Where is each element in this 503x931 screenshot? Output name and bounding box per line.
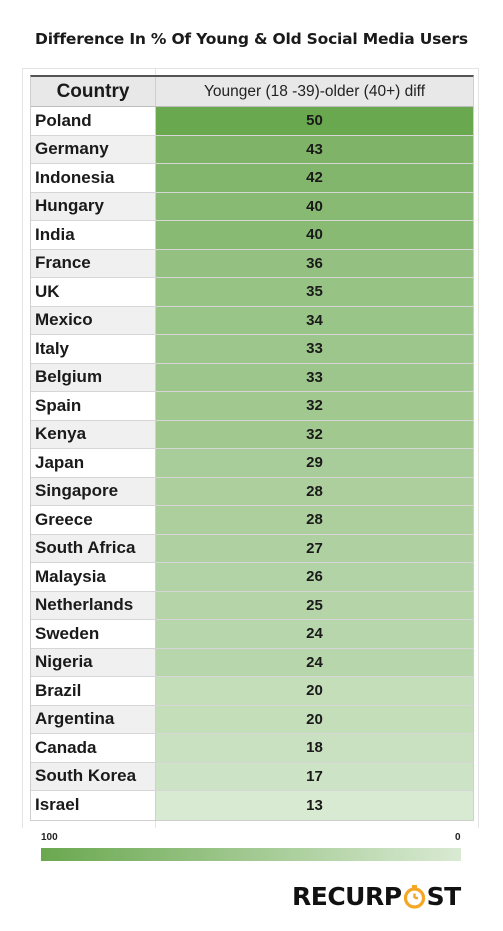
difference-cell: 17 <box>156 762 473 790</box>
table-header: Country Younger (18 -39)-older (40+) dif… <box>31 77 473 107</box>
difference-cell: 33 <box>156 335 473 363</box>
scale-min-label: 0 <box>455 832 461 843</box>
country-cell: Kenya <box>31 420 156 448</box>
country-cell: Netherlands <box>31 591 156 619</box>
table-row: India 40 <box>31 221 473 250</box>
recurpost-logo: RECURP ST <box>292 882 461 911</box>
country-cell: Mexico <box>31 306 156 334</box>
table-row: Singapore 28 <box>31 477 473 506</box>
difference-cell: 20 <box>156 677 473 705</box>
table-row: Indonesia 42 <box>31 164 473 193</box>
difference-cell: 26 <box>156 563 473 591</box>
table-row: South Africa 27 <box>31 534 473 563</box>
difference-cell: 28 <box>156 477 473 505</box>
data-table: Country Younger (18 -39)-older (40+) dif… <box>30 75 474 821</box>
difference-cell: 24 <box>156 648 473 676</box>
grid-line <box>478 68 479 828</box>
table-row: Belgium 33 <box>31 363 473 392</box>
country-cell: Brazil <box>31 677 156 705</box>
difference-cell: 32 <box>156 420 473 448</box>
country-cell: Germany <box>31 135 156 163</box>
difference-cell: 27 <box>156 534 473 562</box>
table-row: Argentina 20 <box>31 705 473 734</box>
difference-cell: 36 <box>156 249 473 277</box>
scale-max-label: 100 <box>41 832 58 843</box>
table-row: Netherlands 25 <box>31 591 473 620</box>
difference-cell: 18 <box>156 734 473 762</box>
grid-line <box>22 68 478 69</box>
column-header-country: Country <box>31 77 156 106</box>
table-row: Malaysia 26 <box>31 563 473 592</box>
difference-cell: 50 <box>156 107 473 135</box>
country-cell: Singapore <box>31 477 156 505</box>
table-row: Greece 28 <box>31 506 473 535</box>
difference-cell: 20 <box>156 705 473 733</box>
table-row: Hungary 40 <box>31 192 473 221</box>
table-row: Italy 33 <box>31 335 473 364</box>
country-cell: France <box>31 249 156 277</box>
logo-clock-icon <box>403 884 426 909</box>
difference-cell: 40 <box>156 221 473 249</box>
difference-cell: 33 <box>156 363 473 391</box>
difference-cell: 24 <box>156 620 473 648</box>
country-cell: Hungary <box>31 192 156 220</box>
table-row: Kenya 32 <box>31 420 473 449</box>
table-row: Mexico 34 <box>31 306 473 335</box>
column-header-difference: Younger (18 -39)-older (40+) diff <box>203 82 425 100</box>
table-row: Germany 43 <box>31 135 473 164</box>
logo-text-left: RECURP <box>292 882 402 911</box>
country-cell: South Korea <box>31 762 156 790</box>
country-cell: Greece <box>31 506 156 534</box>
difference-cell: 29 <box>156 449 473 477</box>
table-row: Poland 50 <box>31 107 473 136</box>
country-cell: Italy <box>31 335 156 363</box>
table-row: South Korea 17 <box>31 762 473 791</box>
grid-line <box>155 68 156 828</box>
difference-cell: 43 <box>156 135 473 163</box>
table-row: France 36 <box>31 249 473 278</box>
difference-cell: 28 <box>156 506 473 534</box>
table-row: Brazil 20 <box>31 677 473 706</box>
logo-text-right: ST <box>426 882 462 911</box>
country-cell: Poland <box>31 107 156 135</box>
difference-cell: 35 <box>156 278 473 306</box>
country-cell: Spain <box>31 392 156 420</box>
country-cell: Indonesia <box>31 164 156 192</box>
country-cell: South Africa <box>31 534 156 562</box>
country-cell: Japan <box>31 449 156 477</box>
table-row: Canada 18 <box>31 734 473 763</box>
table-row: Nigeria 24 <box>31 648 473 677</box>
grid-line <box>22 68 23 828</box>
country-cell: Canada <box>31 734 156 762</box>
country-cell: India <box>31 221 156 249</box>
country-cell: Israel <box>31 791 156 820</box>
country-cell: Malaysia <box>31 563 156 591</box>
difference-cell: 40 <box>156 192 473 220</box>
table-row: Spain 32 <box>31 392 473 421</box>
difference-cell: 25 <box>156 591 473 619</box>
country-cell: Sweden <box>31 620 156 648</box>
country-cell: Belgium <box>31 363 156 391</box>
table-row: UK 35 <box>31 278 473 307</box>
table-row: Sweden 24 <box>31 620 473 649</box>
country-cell: Argentina <box>31 705 156 733</box>
difference-cell: 32 <box>156 392 473 420</box>
difference-cell: 42 <box>156 164 473 192</box>
country-cell: Nigeria <box>31 648 156 676</box>
chart-title: Difference In % Of Young & Old Social Me… <box>35 30 468 48</box>
country-cell: UK <box>31 278 156 306</box>
table-row: Japan 29 <box>31 449 473 478</box>
difference-cell: 34 <box>156 306 473 334</box>
color-scale-bar <box>41 848 461 861</box>
difference-cell: 13 <box>156 791 473 820</box>
table-row: Israel 13 <box>31 791 473 820</box>
